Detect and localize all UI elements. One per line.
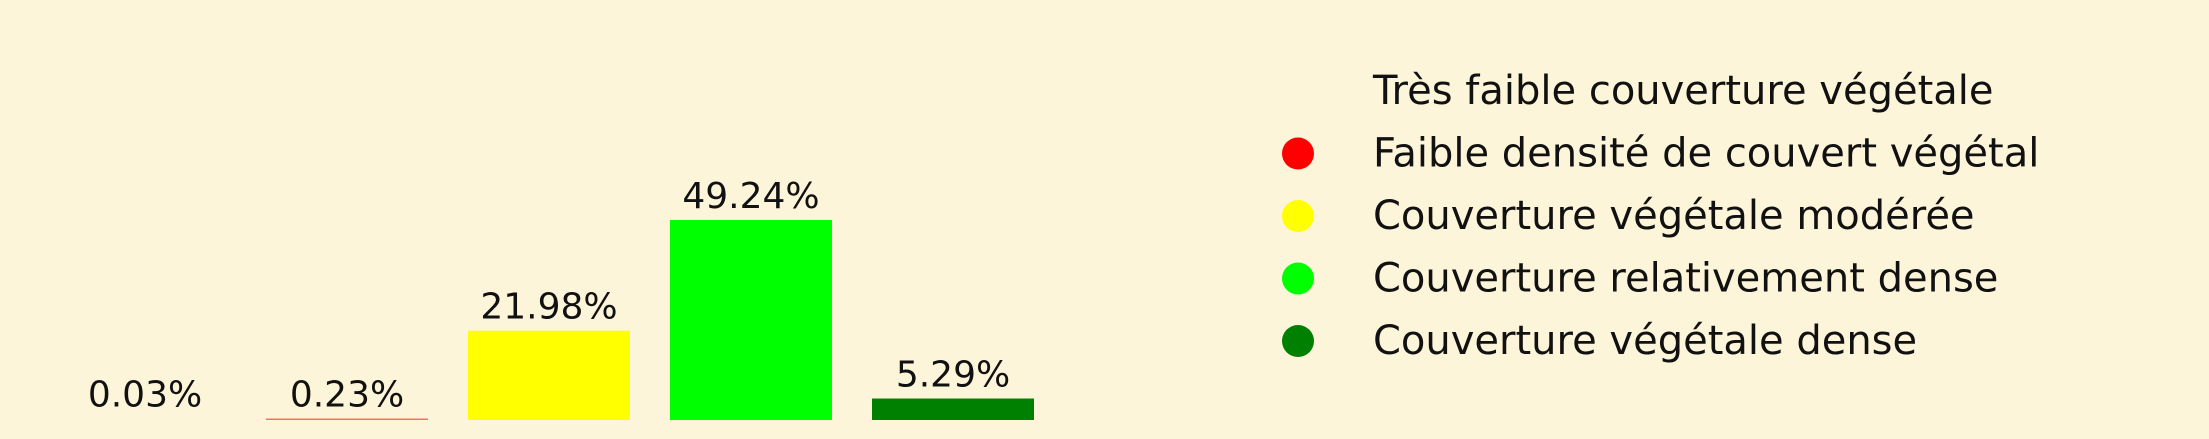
- legend-marker-3: [1282, 200, 1314, 232]
- bar-1: [64, 418, 226, 420]
- legend-label-5: Couverture végétale dense: [1373, 318, 1917, 364]
- bar-2: [266, 418, 428, 420]
- legend-label-2: Faible densité de couvert végétal: [1373, 131, 2039, 177]
- legend-marker-2: [1282, 137, 1314, 170]
- bars-layer: [64, 220, 1034, 420]
- value-label-4: 49.24%: [682, 176, 819, 217]
- value-labels-layer: 0.03% 0.23% 21.98% 49.24% 5.29%: [88, 176, 1010, 416]
- bar-3: [468, 330, 630, 420]
- legend-marker-1: [1282, 75, 1314, 107]
- legend: Très faible couverture végétale Faible de…: [1282, 68, 2039, 364]
- legend-marker-5: [1282, 325, 1314, 357]
- legend-label-4: Couverture relativement dense: [1373, 256, 1998, 302]
- value-label-5: 5.29%: [896, 355, 1010, 396]
- legend-label-1: Très faible couverture végétale: [1372, 68, 1994, 114]
- value-label-1: 0.03%: [88, 375, 202, 416]
- legend-label-3: Couverture végétale modérée: [1373, 193, 1975, 239]
- value-label-2: 0.23%: [290, 375, 404, 416]
- bar-5: [872, 398, 1034, 420]
- value-label-3: 21.98%: [480, 287, 617, 328]
- bar-4: [670, 220, 832, 420]
- legend-marker-4: [1282, 262, 1314, 295]
